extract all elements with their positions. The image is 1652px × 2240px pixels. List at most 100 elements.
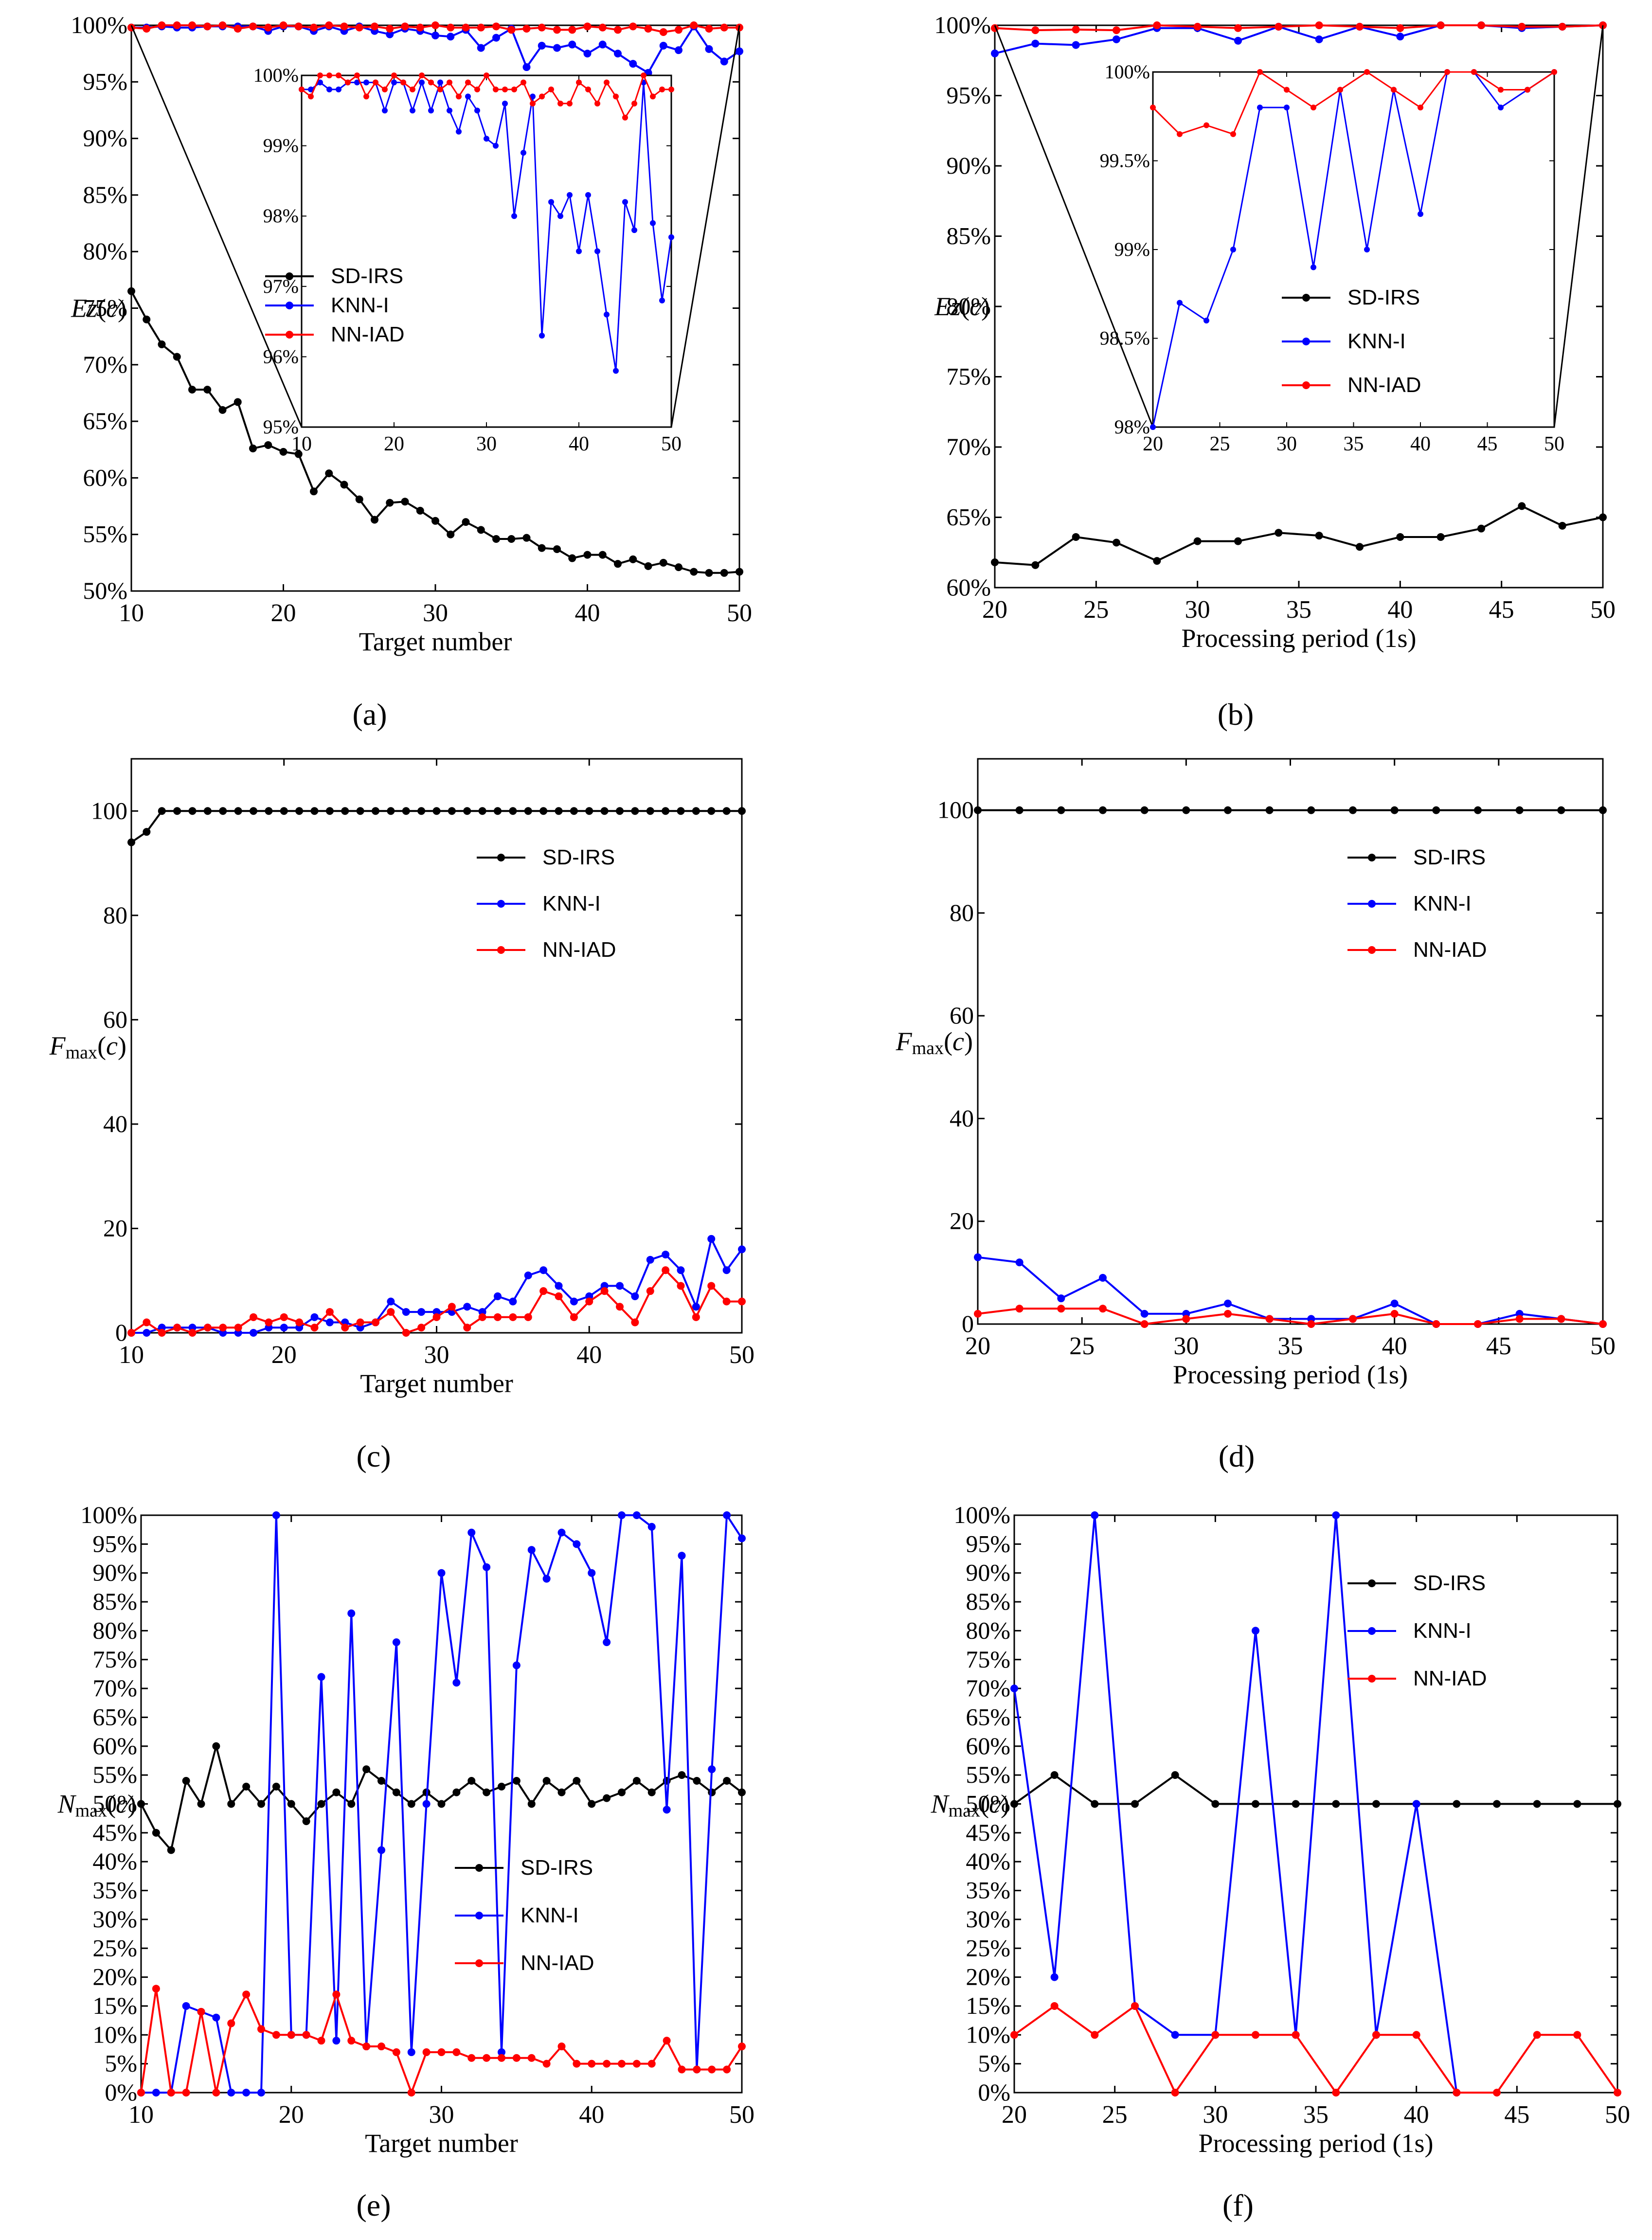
point-nn-iad xyxy=(1140,1320,1149,1328)
point-knn-i xyxy=(738,1534,746,1542)
point-nn-iad xyxy=(527,2054,536,2062)
point-nn-iad xyxy=(1010,2031,1018,2039)
point-knn-i xyxy=(280,1324,288,1332)
point-sd-irs xyxy=(272,1782,280,1791)
point-sd-irs xyxy=(173,807,181,815)
point-sd-irs xyxy=(1099,806,1107,814)
point-sd-irs xyxy=(522,534,531,542)
inset-point-nn-iad xyxy=(345,79,351,86)
point-nn-iad xyxy=(538,23,546,32)
point-nn-iad xyxy=(573,2060,581,2068)
point-sd-irs xyxy=(372,807,379,815)
inset-point-knn-i xyxy=(465,93,471,100)
y-tick-label: 10% xyxy=(966,2021,1010,2048)
point-nn-iad xyxy=(570,1313,578,1321)
point-sd-irs xyxy=(257,1800,265,1808)
inset-point-nn-iad xyxy=(437,86,443,92)
point-knn-i xyxy=(477,44,485,52)
point-nn-iad xyxy=(555,1292,563,1300)
inset-y-tick-label: 98.5% xyxy=(1100,327,1150,349)
point-sd-irs xyxy=(542,1777,551,1785)
point-sd-irs xyxy=(234,807,242,815)
y-axis-label-sub: max xyxy=(75,1801,107,1821)
point-knn-i xyxy=(542,1575,551,1583)
x-tick-label: 25 xyxy=(1069,1332,1095,1360)
y-tick-label: 100 xyxy=(937,796,974,824)
point-nn-iad xyxy=(478,1313,486,1321)
inset-point-nn-iad xyxy=(1498,87,1504,93)
point-sd-irs xyxy=(629,555,637,563)
inset-point-knn-i xyxy=(1364,247,1370,252)
inset-point-nn-iad xyxy=(326,72,332,78)
y-axis-label-close: ) xyxy=(1001,1790,1009,1819)
point-sd-irs xyxy=(462,518,470,526)
point-nn-iad xyxy=(1265,1315,1274,1323)
x-tick-label: 25 xyxy=(1083,596,1109,624)
point-sd-irs xyxy=(143,828,151,836)
y-tick-label: 100% xyxy=(80,1501,137,1528)
y-tick-label: 65% xyxy=(83,407,127,434)
point-nn-iad xyxy=(1349,1315,1357,1323)
point-sd-irs xyxy=(1518,502,1526,510)
x-tick-label: 10 xyxy=(119,599,144,627)
x-tick-label: 45 xyxy=(1486,1332,1511,1360)
y-axis-label-arg: c xyxy=(970,292,981,321)
x-tick-label: 40 xyxy=(1387,596,1413,624)
inset-y-tick-label: 97% xyxy=(263,275,299,297)
y-tick-label: 20% xyxy=(92,1963,137,1990)
point-knn-i xyxy=(512,1661,521,1669)
y-axis-label-close: ) xyxy=(964,1027,973,1056)
point-knn-i xyxy=(539,1266,548,1274)
inset-point-knn-i xyxy=(650,220,656,226)
point-nn-iad xyxy=(677,1282,685,1290)
point-nn-iad xyxy=(173,21,181,29)
point-knn-i xyxy=(1412,1800,1420,1808)
point-sd-irs xyxy=(659,558,667,567)
y-tick-label: 80% xyxy=(946,292,991,320)
point-knn-i xyxy=(257,2089,265,2097)
point-sd-irs xyxy=(1573,1800,1581,1808)
inset-point-knn-i xyxy=(1498,105,1504,110)
point-nn-iad xyxy=(720,23,728,32)
point-sd-irs xyxy=(340,481,348,489)
panel-caption: (d) xyxy=(1219,1439,1255,1473)
point-sd-irs xyxy=(387,807,395,815)
point-sd-irs xyxy=(249,444,257,452)
y-tick-label: 35% xyxy=(92,1877,137,1904)
inset-point-nn-iad xyxy=(539,93,545,100)
point-nn-iad xyxy=(1412,2031,1420,2039)
point-nn-iad xyxy=(583,22,592,31)
point-knn-i xyxy=(1252,1627,1259,1635)
panel-caption: (a) xyxy=(352,697,387,732)
legend-label-knn-i: KNN-I xyxy=(1347,329,1406,353)
x-tick-label: 35 xyxy=(1286,596,1311,624)
point-knn-i xyxy=(212,2013,220,2022)
point-knn-i xyxy=(723,1511,731,1519)
inset-point-nn-iad xyxy=(594,100,600,107)
x-tick-label: 40 xyxy=(576,1341,602,1369)
point-sd-irs xyxy=(723,1777,731,1785)
point-knn-i xyxy=(242,2089,251,2097)
point-sd-irs xyxy=(507,535,516,543)
legend-label-sd-irs: SD-IRS xyxy=(1413,845,1486,869)
point-nn-iad xyxy=(1072,25,1080,34)
point-sd-irs xyxy=(492,535,500,543)
point-knn-i xyxy=(431,31,439,39)
point-nn-iad xyxy=(432,1313,441,1321)
point-sd-irs xyxy=(371,516,378,524)
inset-point-nn-iad xyxy=(400,79,406,86)
point-nn-iad xyxy=(242,1990,251,1999)
point-sd-irs xyxy=(512,1777,521,1785)
x-tick-label: 20 xyxy=(1002,2101,1027,2129)
point-sd-irs xyxy=(1614,1800,1621,1808)
y-axis-label-paren: ( xyxy=(944,1027,952,1056)
inset-point-knn-i xyxy=(585,192,591,198)
point-nn-iad xyxy=(212,2089,220,2097)
inset-x-tick-label: 40 xyxy=(569,433,589,455)
inset-x-tick-label: 45 xyxy=(1477,433,1498,455)
point-knn-i xyxy=(1050,1973,1059,1981)
y-tick-label: 100% xyxy=(953,1501,1010,1528)
inset-point-nn-iad xyxy=(557,100,563,107)
legend-label-knn-i: KNN-I xyxy=(1413,892,1472,915)
